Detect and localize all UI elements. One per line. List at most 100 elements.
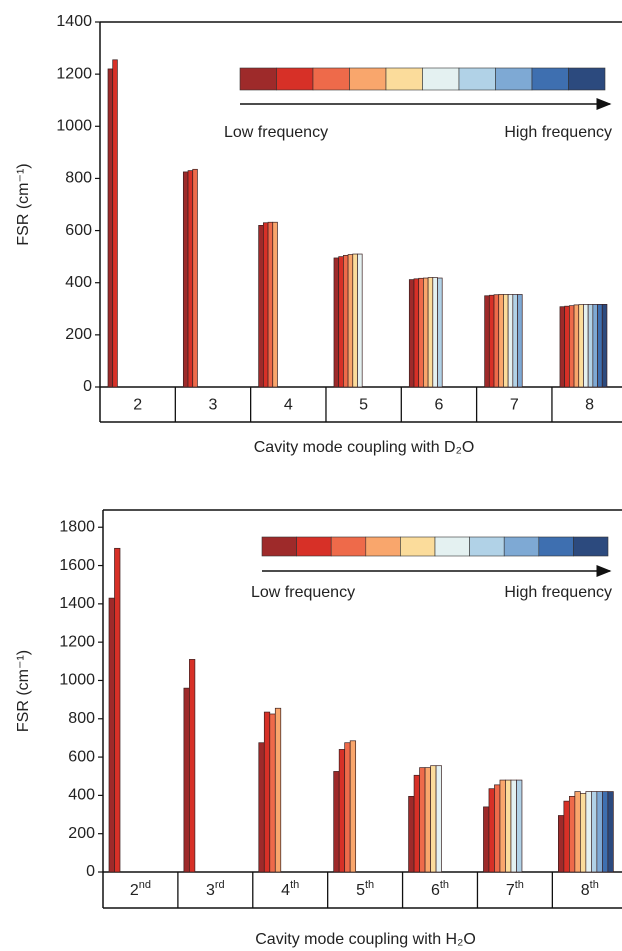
bar — [338, 256, 344, 388]
y-tick-label: 1000 — [59, 672, 95, 689]
bar — [187, 170, 194, 388]
colorbar-swatch — [573, 536, 609, 557]
y-tick-label: 1400 — [56, 13, 92, 30]
bar — [349, 740, 357, 873]
bar — [112, 59, 118, 388]
colorbar-swatch — [400, 536, 436, 557]
bar — [507, 294, 514, 388]
x-tick-label: 5 — [359, 397, 368, 414]
colorbar-swatch — [261, 536, 297, 557]
bar — [574, 791, 581, 873]
bar — [591, 791, 598, 873]
bar — [258, 225, 264, 388]
bar — [559, 306, 565, 388]
y-axis-label: FSR (cm⁻¹) — [15, 163, 32, 245]
bar — [597, 304, 603, 388]
bar — [333, 771, 340, 873]
bar — [510, 779, 517, 873]
bar — [517, 294, 523, 388]
colorbar-swatch — [365, 536, 401, 557]
x-tick-label: 8th — [581, 879, 599, 899]
y-tick-label: 1800 — [59, 518, 95, 535]
bar — [418, 277, 424, 388]
bar — [413, 278, 420, 388]
bar — [503, 294, 509, 388]
bar — [484, 295, 490, 388]
colorbar-swatch — [422, 67, 460, 91]
annotation: High frequency — [504, 124, 612, 141]
bar — [408, 279, 415, 388]
colorbar-swatch — [296, 536, 332, 557]
bar — [483, 806, 490, 873]
bar — [498, 294, 504, 388]
bar — [578, 304, 584, 388]
y-tick-label: 1400 — [59, 595, 95, 612]
bar — [558, 815, 565, 873]
colorbar-swatch — [276, 67, 314, 91]
bar — [516, 779, 523, 873]
bar — [601, 304, 608, 388]
bar — [583, 304, 589, 388]
bar — [333, 257, 340, 388]
bar — [587, 304, 594, 388]
colorbar-swatch — [495, 67, 533, 91]
bar — [347, 254, 354, 388]
y-tick-label: 1200 — [59, 633, 95, 650]
bar — [352, 253, 358, 388]
bar — [258, 742, 265, 873]
y-tick-label: 600 — [68, 748, 95, 765]
bar — [564, 305, 570, 388]
y-axis-label: FSR (cm⁻¹) — [15, 650, 32, 732]
y-tick-label: 400 — [68, 787, 95, 804]
x-tick-label: 3 — [209, 397, 218, 414]
bar — [413, 774, 420, 873]
bar — [114, 547, 121, 873]
colorbar-swatch — [312, 67, 350, 91]
x-tick-label: 2nd — [130, 879, 151, 899]
bar — [108, 597, 115, 873]
x-tick-label: 8 — [585, 397, 594, 414]
colorbar-swatch — [568, 67, 606, 91]
bar — [107, 68, 114, 388]
bar — [338, 749, 346, 873]
x-tick-label: 2 — [133, 397, 142, 414]
x-tick-label: 5th — [356, 879, 374, 899]
bar — [263, 711, 271, 873]
bar — [488, 788, 495, 873]
colorbar-swatch — [349, 67, 387, 91]
bar — [569, 795, 576, 873]
bar — [596, 791, 603, 873]
bar — [408, 795, 415, 873]
bar — [602, 791, 609, 873]
x-tick-label: 7th — [506, 879, 524, 899]
bar — [580, 793, 587, 873]
bar — [192, 168, 198, 388]
bar — [512, 294, 518, 388]
y-tick-label: 1200 — [56, 65, 92, 82]
bar — [183, 687, 190, 873]
bar — [427, 277, 434, 388]
x-tick-label: 4th — [281, 879, 299, 899]
bar — [494, 784, 501, 873]
x-tick-label: 7 — [510, 397, 519, 414]
x-axis-label: Cavity mode coupling with D₂O — [254, 439, 475, 456]
bar — [419, 767, 426, 873]
annotation: High frequency — [504, 584, 612, 601]
bar — [267, 221, 274, 388]
bar — [585, 791, 592, 873]
bar — [573, 304, 580, 388]
bar — [568, 305, 575, 388]
x-axis-label: Cavity mode coupling with H₂O — [255, 931, 476, 948]
annotation: Low frequency — [251, 584, 355, 601]
y-tick-label: 400 — [65, 274, 92, 291]
bar — [262, 222, 269, 388]
bar — [182, 171, 189, 388]
bar — [488, 294, 495, 388]
x-tick-label: 4 — [284, 397, 293, 414]
bar — [499, 779, 506, 873]
bar — [563, 800, 570, 873]
colorbar-swatch — [503, 536, 540, 557]
bar — [343, 254, 349, 388]
